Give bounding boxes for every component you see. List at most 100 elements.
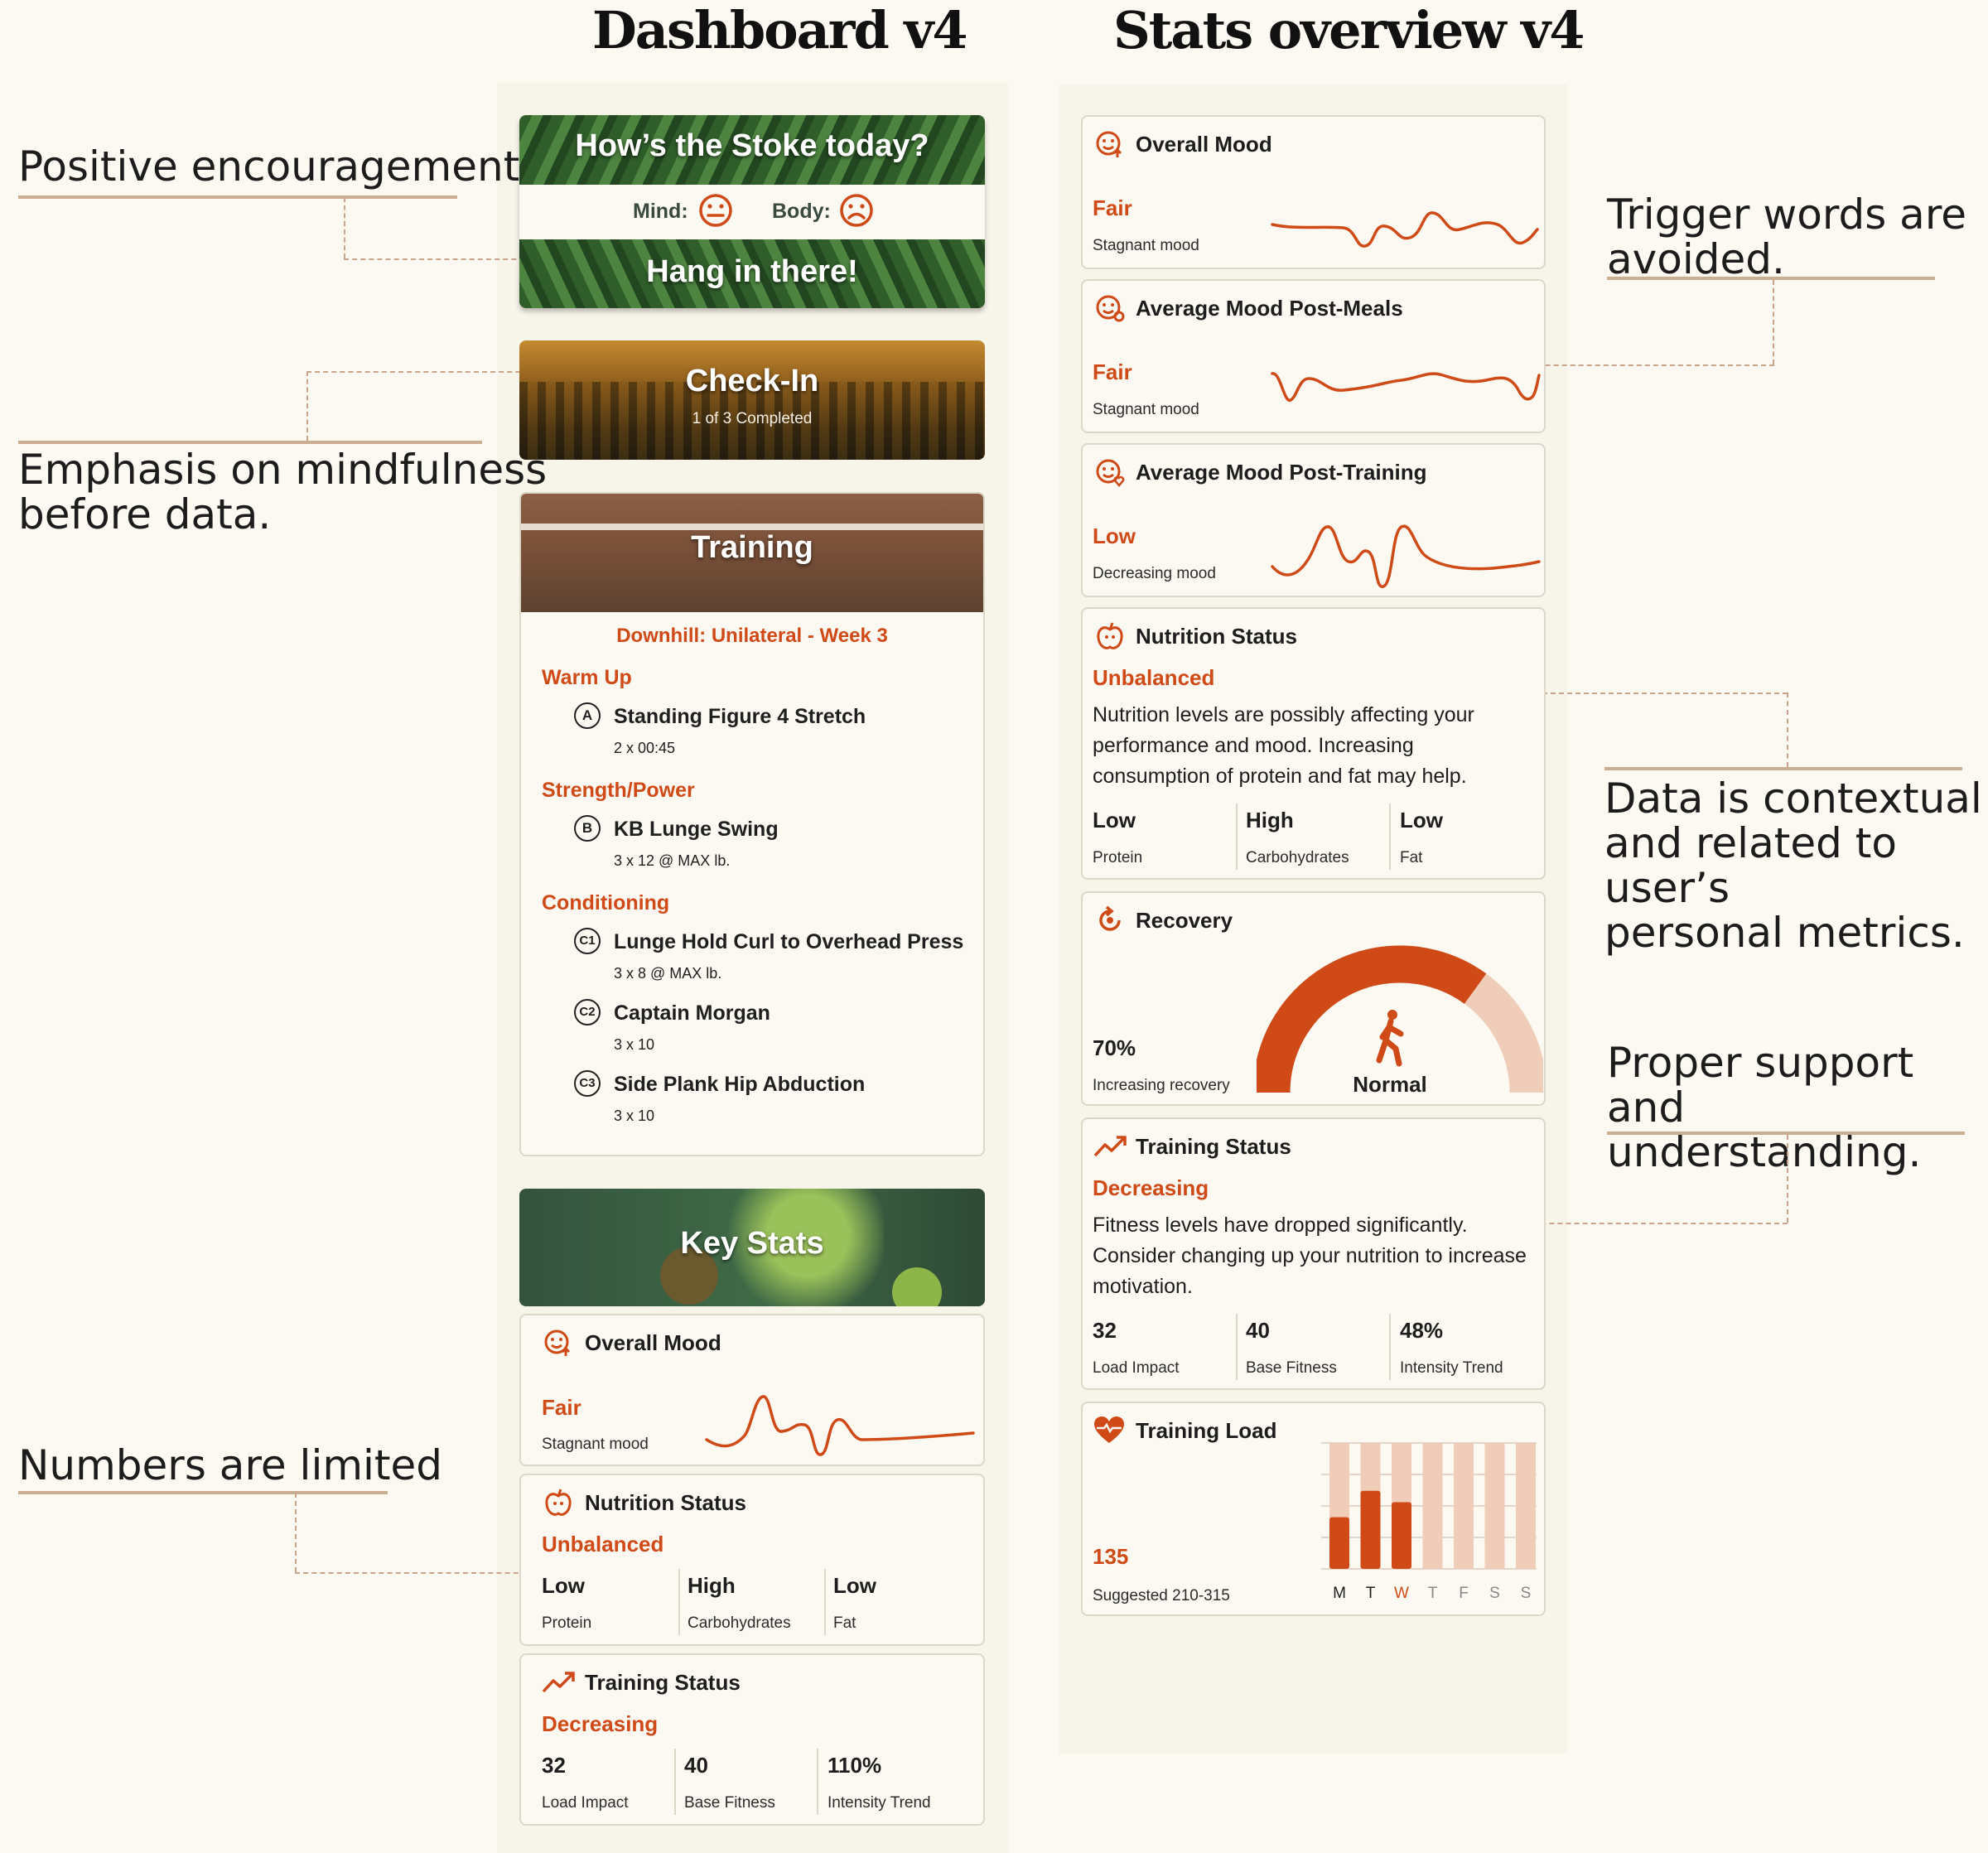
chart-tick-label: T: [1428, 1585, 1438, 1602]
chart-bar: [1329, 1517, 1349, 1569]
dashboard-title: Dashboard v4: [592, 0, 968, 60]
exercise-detail: 3 x 10: [614, 1107, 655, 1124]
metric-value: 110%: [828, 1753, 882, 1778]
annotation-connector: [1787, 692, 1788, 767]
chart-bar: [1392, 1502, 1411, 1569]
nutrition-title: Nutrition Status: [585, 1490, 746, 1515]
sad-face-icon[interactable]: [838, 192, 875, 229]
annotation-connector: [1787, 1135, 1788, 1223]
training-load-title: Training Load: [1136, 1418, 1277, 1443]
annotation-connector: [1501, 692, 1788, 694]
annotation-positive: Positive encouragement: [18, 142, 520, 191]
mood-title: Overall Mood: [1136, 132, 1272, 157]
annotation-mindfulness-line: before data.: [18, 490, 272, 538]
metric-value: 40: [1246, 1318, 1270, 1343]
annotation-connector: [344, 258, 642, 260]
nutrition-text-line: consumption of protein and fat may help.: [1093, 765, 1467, 788]
mood-title: Overall Mood: [585, 1330, 721, 1355]
recovery-gauge-fill: [1257, 945, 1487, 1093]
post-meals-status: Fair: [1093, 360, 1132, 384]
metric-value: High: [1246, 808, 1294, 832]
exercise-name[interactable]: Captain Morgan: [614, 1001, 770, 1025]
training-load-sub: Suggested 210-315: [1093, 1587, 1230, 1604]
leaf-banner-top: [519, 115, 985, 185]
chart-bar: [1360, 1490, 1381, 1569]
metric-label: Intensity Trend: [1400, 1359, 1503, 1377]
annotation-contextual-line: Data is contextual: [1604, 774, 1982, 823]
annotation-connector: [306, 371, 308, 441]
leaf-banner-bottom: [519, 239, 985, 308]
dash-mood-card[interactable]: Overall Mood Fair Stagnant mood: [519, 1314, 985, 1466]
checkin-card[interactable]: Check-In 1 of 3 Completed: [519, 340, 985, 460]
post-training-title: Average Mood Post-Training: [1136, 460, 1427, 485]
gauge-label: Normal: [1353, 1072, 1427, 1097]
training-status-text-line: Fitness levels have dropped significantl…: [1093, 1214, 1468, 1237]
heart-rate-icon: [1094, 1416, 1124, 1443]
exercise-name[interactable]: Standing Figure 4 Stretch: [614, 705, 866, 728]
keystats-title: Key Stats: [680, 1226, 824, 1261]
metric-value: 32: [542, 1753, 566, 1778]
divider: [674, 1749, 676, 1815]
checkin-title: Check-In: [685, 364, 819, 398]
neutral-face-icon[interactable]: [697, 192, 734, 229]
annotation-trigger-line: avoided.: [1607, 235, 1785, 283]
section-warmup: Warm Up: [542, 666, 632, 689]
stats-training-load-card[interactable]: Training Load 135 Suggested 210-315 M T W T…: [1081, 1402, 1546, 1616]
exercise-badge: C2: [574, 999, 601, 1025]
dash-nutrition-card[interactable]: Nutrition Status Unbalanced Low Protein …: [519, 1474, 985, 1646]
metric-label: Carbohydrates: [1246, 849, 1349, 866]
training-title: Training: [691, 530, 813, 565]
apple-icon: [1097, 622, 1123, 649]
training-card[interactable]: Training Downhill: Unilateral - Week 3 W…: [519, 492, 985, 1156]
mood-status: Fair: [1093, 195, 1132, 220]
metric-label: Base Fitness: [1246, 1359, 1337, 1377]
mood-sub: Stagnant mood: [542, 1436, 649, 1453]
annotation-contextual-line: personal metrics.: [1604, 909, 1965, 957]
divider: [1236, 803, 1238, 870]
exercise-name[interactable]: Side Plank Hip Abduction: [614, 1073, 866, 1096]
chart-bar-track: [1484, 1443, 1505, 1569]
divider: [1389, 1314, 1391, 1380]
post-meals-sub: Stagnant mood: [1093, 401, 1199, 418]
stats-recovery-card[interactable]: Recovery 70% Increasing recovery Normal: [1081, 891, 1546, 1106]
stats-post-meals-card[interactable]: Average Mood Post-Meals Fair Stagnant mo…: [1081, 279, 1546, 433]
stats-nutrition-card[interactable]: Nutrition Status Unbalanced Nutrition le…: [1081, 607, 1546, 880]
keystats-card[interactable]: Key Stats: [519, 1189, 985, 1306]
stoke-card[interactable]: How’s the Stoke today? Mind: Body: Hang …: [519, 115, 985, 308]
post-training-status: Low: [1093, 524, 1136, 548]
training-status-title: Training Status: [585, 1670, 741, 1695]
chart-tick-label: S: [1489, 1585, 1500, 1602]
exercise-name[interactable]: KB Lunge Swing: [614, 818, 779, 841]
chart-bar-track: [1422, 1443, 1443, 1569]
track-image: [521, 494, 983, 612]
trend-icon: [542, 1672, 575, 1693]
exercise-badge: C1: [574, 928, 601, 954]
exercise-name[interactable]: Lunge Hold Curl to Overhead Press: [614, 930, 964, 953]
metric-value: Low: [1093, 808, 1136, 832]
annotation-support-line: understanding.: [1607, 1128, 1922, 1176]
annotation-underline: [1607, 277, 1935, 280]
mood-status: Fair: [542, 1395, 581, 1420]
metric-label: Carbohydrates: [688, 1614, 791, 1632]
stats-training-status-card[interactable]: Training Status Decreasing Fitness level…: [1081, 1117, 1546, 1390]
metric-value: 40: [684, 1753, 708, 1778]
metric-label: Fat: [833, 1614, 856, 1632]
apple-icon: [545, 1489, 572, 1516]
metric-label: Base Fitness: [684, 1794, 775, 1812]
stats-post-training-card[interactable]: Average Mood Post-Training Low Decreasin…: [1081, 443, 1546, 597]
chart-tick-label: M: [1333, 1585, 1346, 1602]
dash-training-status-card[interactable]: Training Status Decreasing 32 Load Impac…: [519, 1653, 985, 1826]
mood-meal-icon: [1096, 295, 1125, 322]
stats-mood-card[interactable]: Overall Mood Fair Stagnant mood: [1081, 115, 1546, 269]
walking-person-icon: [1376, 1010, 1404, 1067]
metric-value: 32: [1093, 1318, 1117, 1343]
nutrition-status: Unbalanced: [1093, 665, 1215, 690]
chart-tick-label: T: [1366, 1585, 1376, 1602]
metric-value: High: [688, 1573, 736, 1598]
metric-label: Protein: [542, 1614, 592, 1632]
nutrition-text: Nutrition levels are possibly affecting …: [1093, 700, 1474, 792]
post-meals-title: Average Mood Post-Meals: [1136, 296, 1403, 321]
apple-image: [892, 1267, 942, 1306]
mood-face-icon: [544, 1329, 571, 1356]
